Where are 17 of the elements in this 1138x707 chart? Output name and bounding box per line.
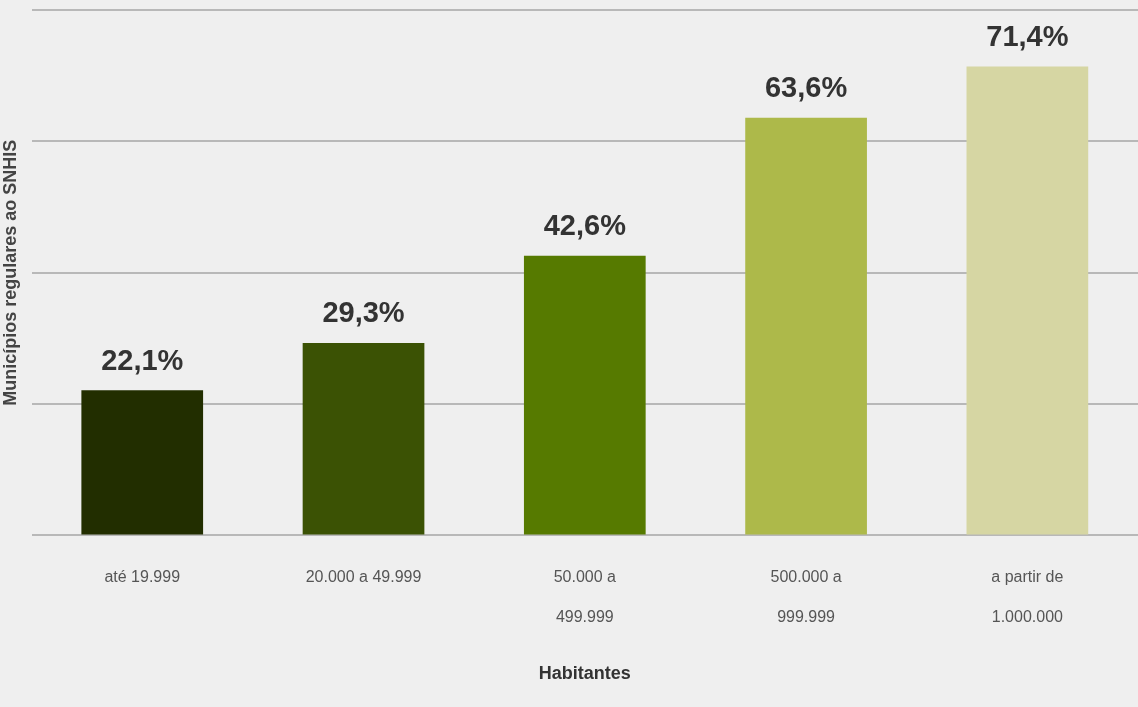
- category-label: 500.000 a 999.999: [770, 567, 842, 625]
- bar: [745, 117, 867, 535]
- data-label: 63,6%: [764, 71, 848, 104]
- x-axis-title: Habitantes: [538, 663, 631, 684]
- bar: [81, 390, 204, 535]
- data-label: 71,4%: [986, 19, 1069, 52]
- data-label: 29,3%: [322, 296, 405, 329]
- bar: [966, 66, 1089, 535]
- bar: [523, 255, 646, 535]
- x-tick-label: 20.000 a 49.999: [305, 567, 422, 585]
- y-axis-title: Municípios regulares ao SNHIS: [0, 139, 20, 406]
- data-label: 42,6%: [543, 209, 627, 242]
- data-label: 22,1%: [101, 343, 184, 376]
- category-label: a partir de 1.000.000: [991, 567, 1064, 625]
- bar: [302, 342, 425, 535]
- category-label: 50.000 a 499.999: [553, 567, 616, 625]
- x-tick-label: até 19.999: [104, 567, 181, 585]
